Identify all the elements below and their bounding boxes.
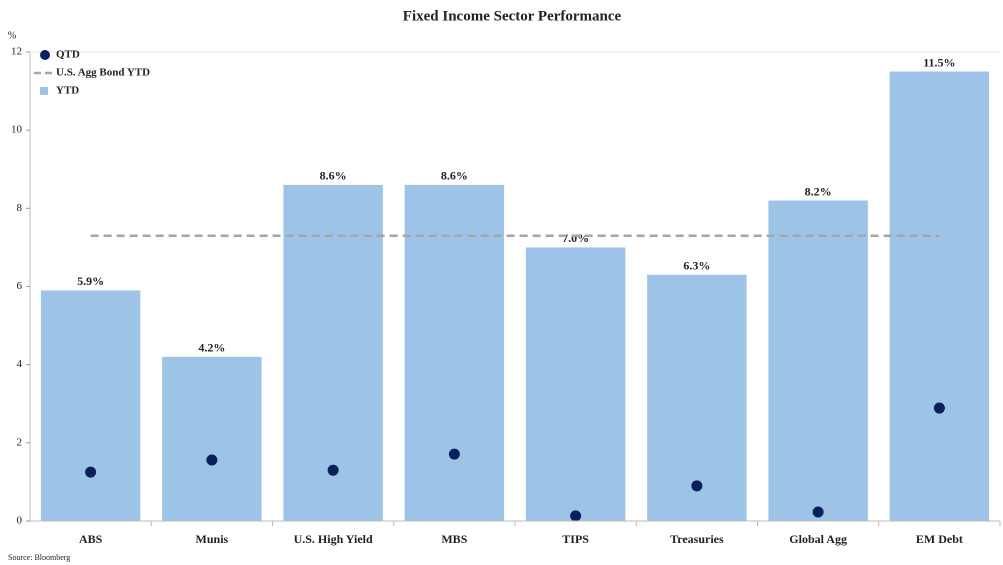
- y-tick-label: 0: [17, 515, 23, 527]
- bar: [768, 200, 868, 521]
- dot: [691, 480, 703, 492]
- value-label: 7.0%: [562, 231, 589, 245]
- x-tick-label: EM Debt: [916, 532, 963, 546]
- value-label: 8.6%: [441, 169, 468, 183]
- bar: [889, 71, 990, 522]
- legend-label: QTD: [56, 49, 80, 61]
- x-tick-label: TIPS: [562, 532, 589, 546]
- dot: [327, 464, 339, 476]
- legend-label: U.S. Agg Bond YTD: [56, 67, 150, 79]
- bar: [40, 290, 141, 521]
- dot: [448, 448, 460, 460]
- bar: [525, 247, 626, 521]
- value-label: 4.2%: [198, 341, 225, 355]
- value-label: 6.3%: [683, 259, 710, 273]
- value-label: 5.9%: [77, 274, 104, 288]
- value-label: 11.5%: [923, 55, 955, 69]
- y-tick-label: 12: [11, 46, 22, 58]
- legend-marker: [40, 87, 48, 95]
- source: Source: Bloomberg: [8, 553, 70, 562]
- y-tick-label: 8: [17, 202, 23, 214]
- y-tick-label: 4: [17, 358, 23, 370]
- y-tick-label: 6: [17, 280, 23, 292]
- legend-marker: [40, 50, 50, 60]
- y-unit: %: [8, 30, 16, 41]
- value-label: 8.6%: [320, 169, 347, 183]
- x-tick-label: MBS: [441, 532, 467, 546]
- dot: [206, 454, 218, 466]
- x-tick-label: Treasuries: [670, 532, 724, 546]
- dot: [933, 402, 945, 414]
- y-tick-label: 2: [17, 436, 23, 448]
- x-tick-label: Global Agg: [789, 532, 847, 546]
- dot: [85, 466, 97, 478]
- x-tick-label: ABS: [79, 532, 103, 546]
- x-tick-label: Munis: [196, 532, 229, 546]
- bar: [647, 274, 747, 521]
- y-tick-label: 10: [11, 124, 23, 136]
- legend-label: YTD: [56, 85, 79, 97]
- bar: [162, 356, 262, 521]
- chart-title: Fixed Income Sector Performance: [403, 8, 622, 24]
- dot: [570, 510, 582, 522]
- x-tick-label: U.S. High Yield: [294, 532, 373, 546]
- bar: [404, 184, 505, 521]
- value-label: 8.2%: [805, 184, 832, 198]
- dot: [812, 506, 824, 518]
